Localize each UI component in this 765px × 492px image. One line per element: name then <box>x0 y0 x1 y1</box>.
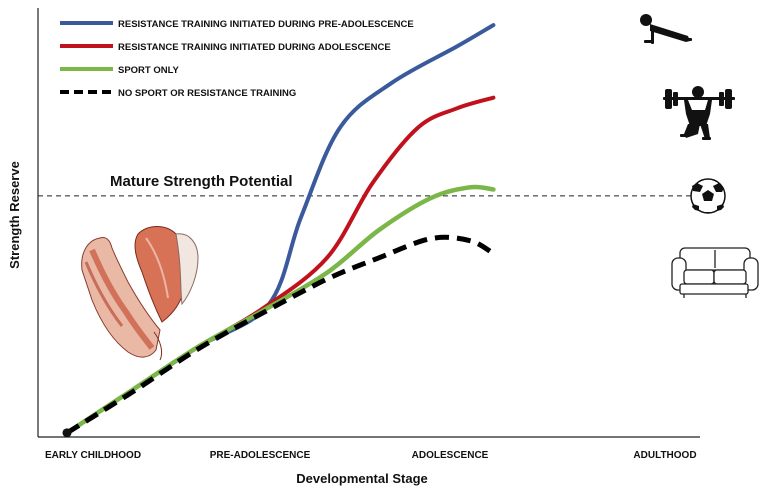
series-line-pre-adolescence <box>65 23 496 435</box>
legend-label-sport-only: SPORT ONLY <box>118 65 180 76</box>
legend-label-adolescence: RESISTANCE TRAINING INITIATED DURING ADO… <box>118 42 391 53</box>
series-line-adolescence <box>65 95 496 435</box>
origin-point <box>62 428 72 438</box>
x-tick-early-childhood: EARLY CHILDHOOD <box>45 450 141 461</box>
x-axis-title: Developmental Stage <box>296 471 428 486</box>
legend-label-pre-adolescence: RESISTANCE TRAINING INITIATED DURING PRE… <box>118 19 414 30</box>
x-tick-adolescence: ADOLESCENCE <box>412 450 489 461</box>
soccer-ball-icon <box>690 178 726 214</box>
arm-muscle-anatomy-icon <box>81 226 199 361</box>
sofa-icon <box>671 247 759 298</box>
legend-label-no-sport: NO SPORT OR RESISTANCE TRAINING <box>118 88 296 99</box>
legend: RESISTANCE TRAINING INITIATED DURING PRE… <box>60 19 414 99</box>
x-tick-pre-adolescence: PRE-ADOLESCENCE <box>210 450 311 461</box>
x-tick-adulthood: ADULTHOOD <box>633 450 696 461</box>
mature-strength-potential-label: Mature Strength Potential <box>110 173 293 190</box>
y-axis-title: Strength Reserve <box>7 161 22 269</box>
series-line-no-sport <box>65 234 495 436</box>
weightlifter-icon <box>663 86 735 140</box>
push-up-figure-icon <box>640 14 692 44</box>
